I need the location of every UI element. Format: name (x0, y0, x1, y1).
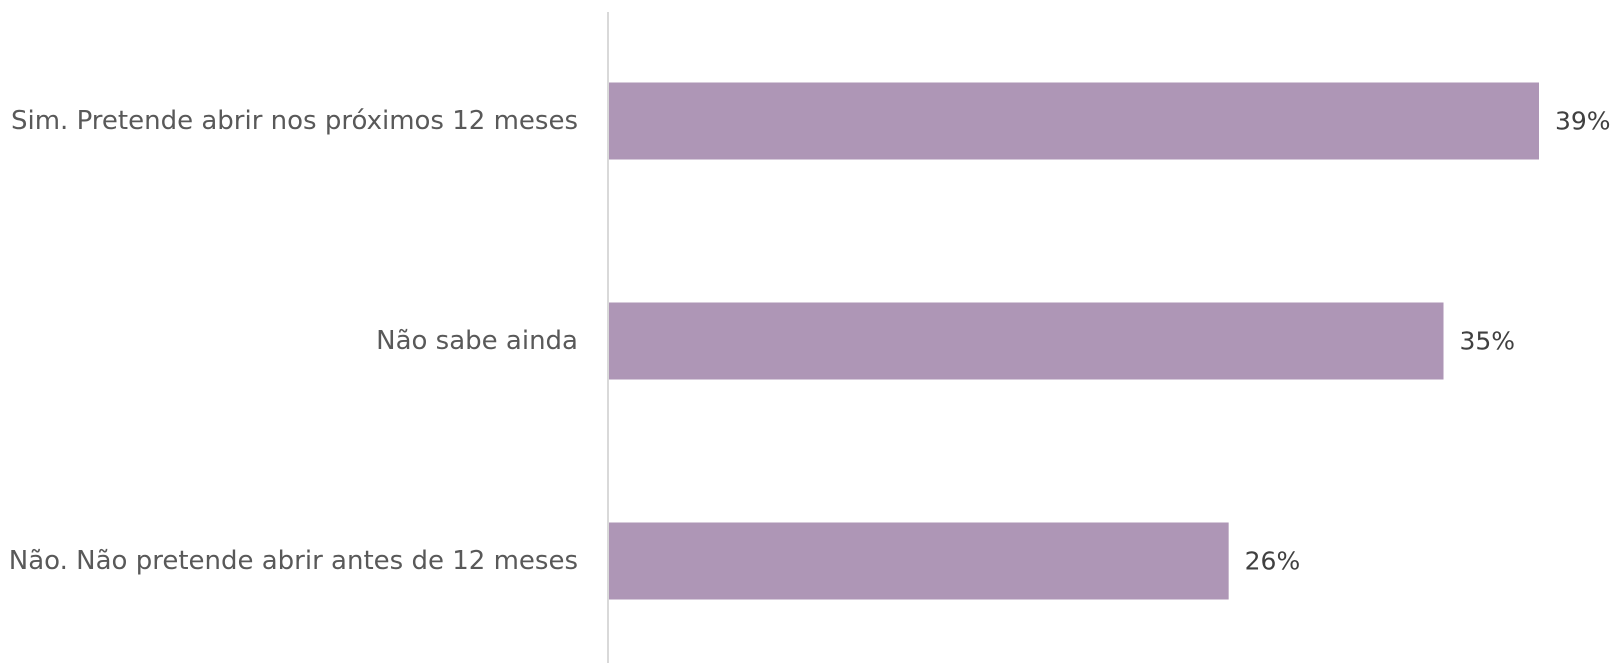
bar-2 (608, 302, 1444, 380)
bar-3 (608, 522, 1229, 600)
category-labels-group: Sim. Pretende abrir nos próximos 12 mese… (9, 106, 578, 576)
data-label-1: 39% (1555, 107, 1611, 136)
category-label-3: Não. Não pretende abrir antes de 12 mese… (9, 546, 578, 576)
bar-1 (608, 82, 1539, 160)
bars-group (608, 82, 1539, 600)
category-label-1: Sim. Pretende abrir nos próximos 12 mese… (11, 106, 578, 136)
data-label-2: 35% (1460, 327, 1516, 356)
category-label-2: Não sabe ainda (376, 326, 578, 356)
data-labels-group: 39% 35% 26% (1245, 107, 1611, 576)
data-label-3: 26% (1245, 547, 1301, 576)
